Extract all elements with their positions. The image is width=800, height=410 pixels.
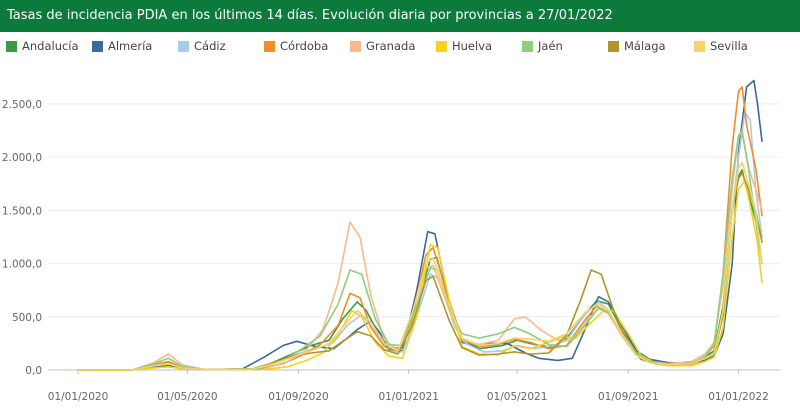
y-tick-label: 1.500,0 bbox=[2, 205, 42, 217]
series-line-huelva[interactable] bbox=[77, 179, 763, 371]
series-line-almeria[interactable] bbox=[77, 79, 763, 371]
legend-item[interactable]: Málaga bbox=[608, 38, 666, 54]
legend-label: Almería bbox=[108, 39, 153, 53]
series-line-jaen[interactable] bbox=[77, 129, 763, 371]
legend-swatch bbox=[608, 40, 619, 52]
legend-label: Granada bbox=[366, 39, 416, 53]
legend-swatch bbox=[178, 40, 189, 52]
x-tick-label: 01/01/2022 bbox=[708, 391, 769, 403]
grid-lines bbox=[48, 103, 780, 371]
legend-label: Jaén bbox=[538, 39, 563, 53]
x-tick-label: 01/05/2021 bbox=[487, 391, 548, 403]
series-line-cadiz[interactable] bbox=[77, 111, 763, 371]
x-tick-label: 01/09/2020 bbox=[268, 391, 329, 403]
legend-swatch bbox=[694, 40, 705, 52]
series-line-granada[interactable] bbox=[77, 131, 763, 371]
legend-item[interactable]: Jaén bbox=[522, 38, 563, 54]
legend-item[interactable]: Huelva bbox=[436, 38, 492, 54]
legend-swatch bbox=[6, 40, 17, 52]
legend-label: Andalucía bbox=[22, 39, 79, 53]
legend-label: Sevilla bbox=[710, 39, 748, 53]
x-tick-label: 01/01/2020 bbox=[48, 391, 109, 403]
y-tick-label: 500,0 bbox=[12, 312, 42, 324]
legend-swatch bbox=[522, 40, 533, 52]
legend-item[interactable]: Granada bbox=[350, 38, 415, 54]
legend-swatch bbox=[92, 40, 103, 52]
y-tick-label: 0,0 bbox=[25, 365, 42, 377]
legend-label: Córdoba bbox=[280, 39, 329, 53]
series-line-cordoba[interactable] bbox=[77, 86, 763, 371]
legend-item[interactable]: Andalucía bbox=[6, 38, 79, 54]
legend-item[interactable]: Almería bbox=[92, 38, 152, 54]
legend: Andalucía Almería Cádiz Córdoba Granada Huelv… bbox=[0, 36, 800, 56]
x-tick-label: 01/05/2020 bbox=[157, 391, 218, 403]
axes: 0,0 500,0 1.000,0 1.500,0 2.000,0 2.500,0 01/0… bbox=[2, 99, 769, 403]
legend-swatch bbox=[350, 40, 361, 52]
y-tick-label: 1.000,0 bbox=[2, 259, 42, 271]
legend-label: Huelva bbox=[452, 39, 493, 53]
chart-title: Tasas de incidencia PDIA en los últimos … bbox=[0, 0, 800, 32]
x-tick-label: 01/01/2021 bbox=[378, 391, 439, 403]
legend-swatch bbox=[436, 40, 447, 52]
legend-item[interactable]: Sevilla bbox=[694, 38, 748, 54]
series-line-sevilla[interactable] bbox=[77, 161, 763, 371]
y-tick-label: 2.000,0 bbox=[2, 152, 42, 164]
y-tick-label: 2.500,0 bbox=[2, 99, 42, 111]
legend-item[interactable]: Córdoba bbox=[264, 38, 328, 54]
legend-item[interactable]: Cádiz bbox=[178, 38, 226, 54]
x-tick-label: 01/09/2021 bbox=[598, 391, 659, 403]
series-lines bbox=[77, 79, 763, 371]
legend-label: Cádiz bbox=[194, 39, 226, 53]
legend-label: Málaga bbox=[624, 39, 666, 53]
legend-swatch bbox=[264, 40, 275, 52]
